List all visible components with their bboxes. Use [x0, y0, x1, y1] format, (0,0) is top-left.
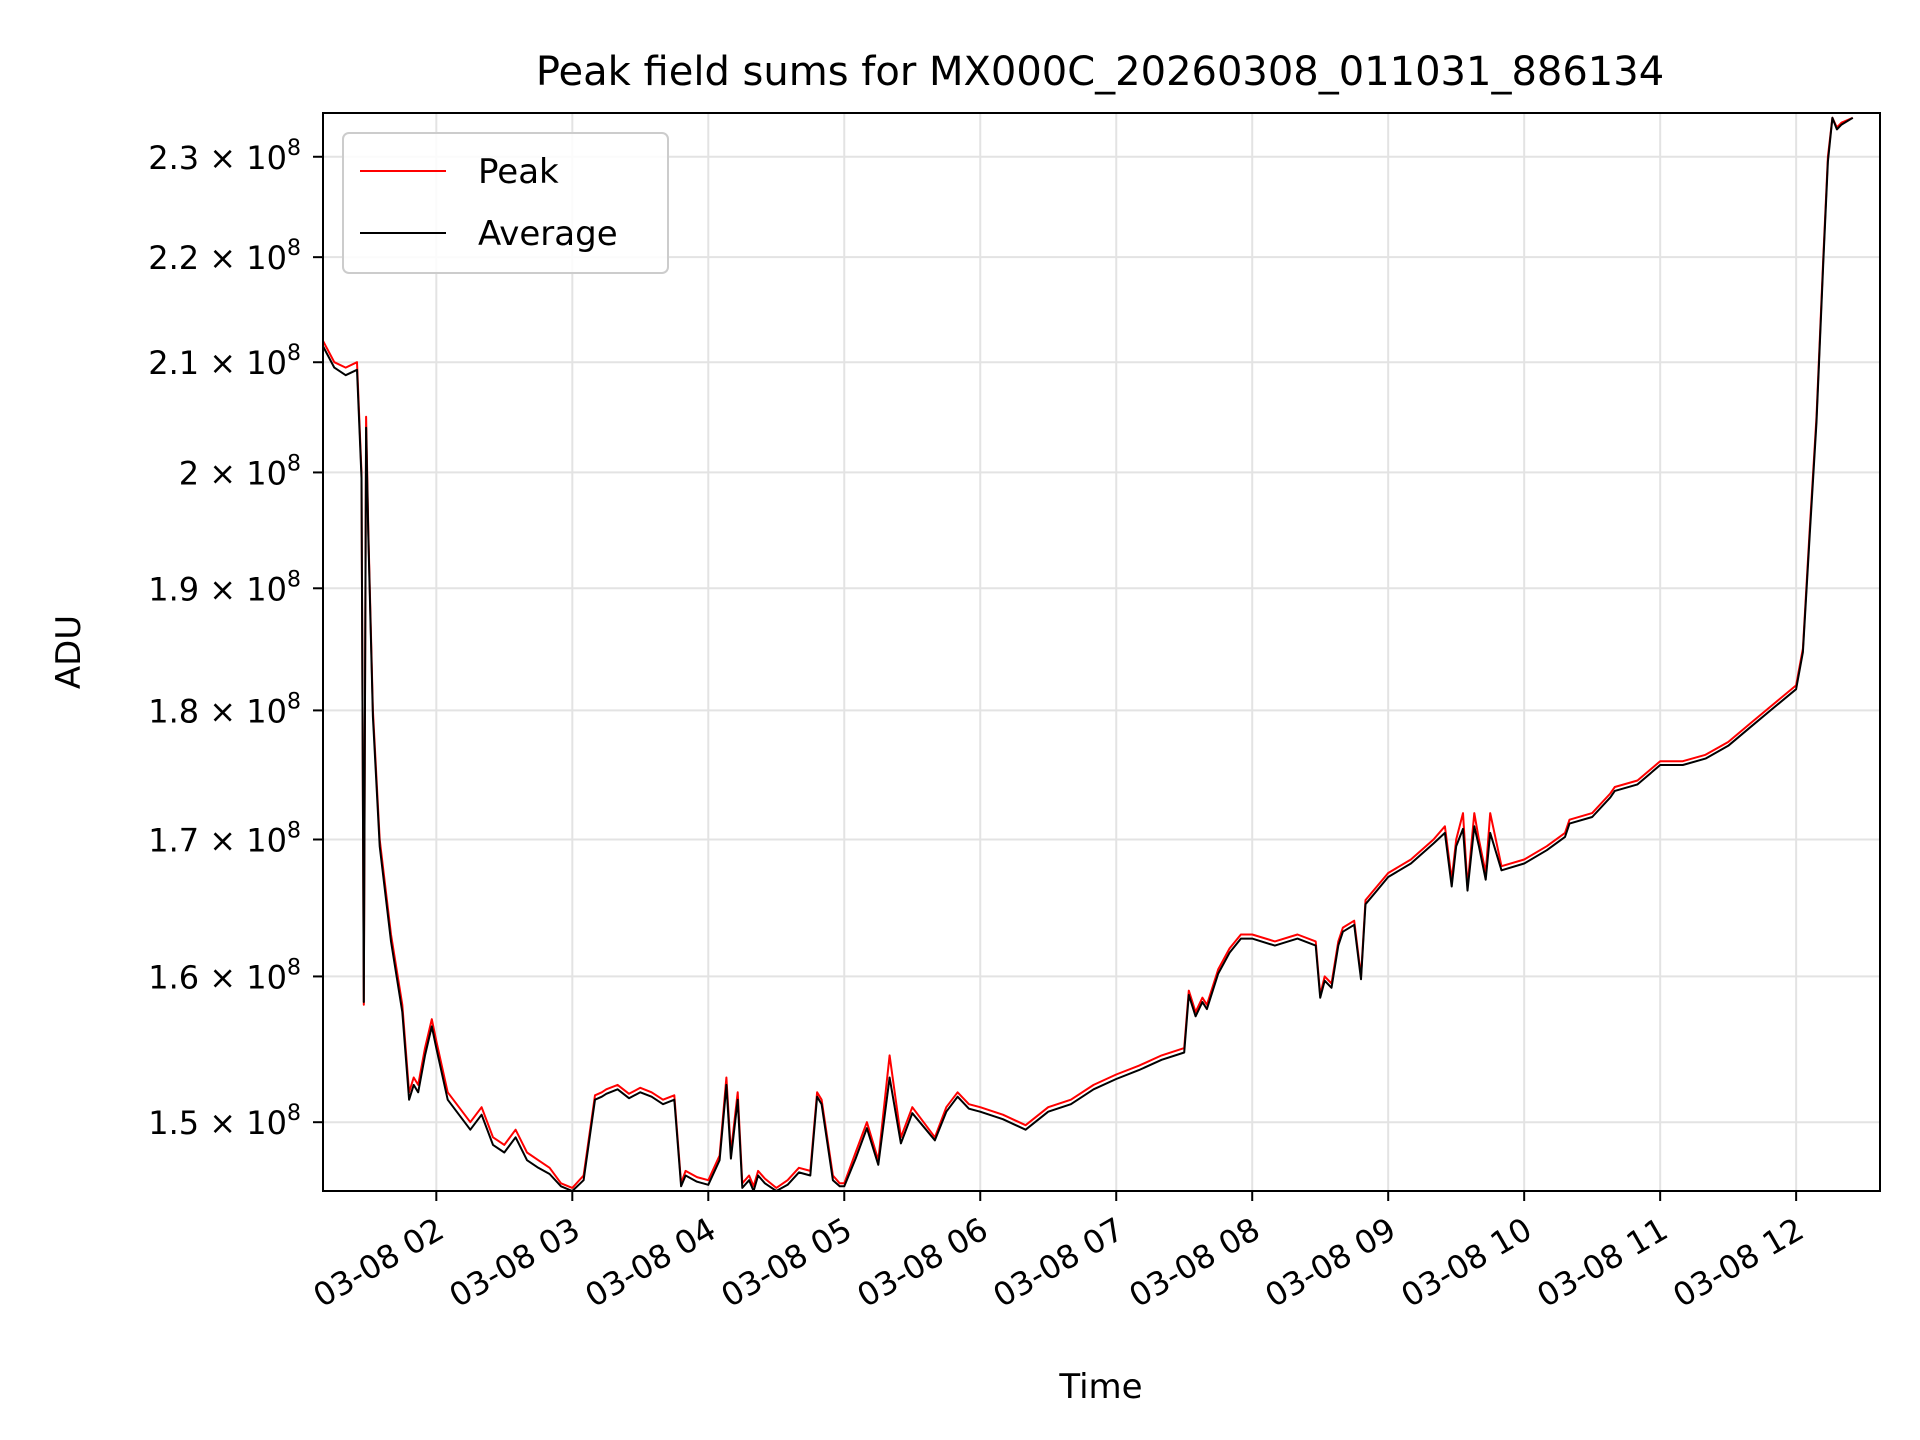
- chart-title: Peak field sums for MX000C_20260308_0110…: [536, 49, 1664, 95]
- y-tick-label: 2.2 × 108: [148, 236, 301, 277]
- legend-label-peak: Peak: [478, 152, 559, 192]
- series-line-average: [323, 116, 1854, 1191]
- grid-layer: [323, 113, 1880, 1191]
- y-tick-label: 2.3 × 108: [148, 136, 301, 177]
- legend-box: [342, 132, 669, 274]
- y-tick-label: 1.9 × 108: [148, 567, 301, 608]
- legend-label-average: Average: [478, 214, 618, 254]
- y-tick-label: 1.7 × 108: [148, 819, 301, 860]
- series-line-peak: [323, 116, 1854, 1189]
- y-axis: 1.5 × 108 1.6 × 108 1.7 × 108 1.8 × 108 1.9 …: [148, 136, 323, 1142]
- y-tick-label: 2 × 108: [179, 451, 301, 492]
- plot-frame: [322, 112, 1881, 1192]
- series-layer: [323, 116, 1854, 1191]
- y-tick-label: 1.5 × 108: [148, 1101, 301, 1142]
- x-axis-label: Time: [1058, 1367, 1142, 1407]
- y-tick-label: 2.1 × 108: [148, 341, 301, 382]
- legend: Peak Average: [342, 132, 669, 274]
- plot-area: [322, 112, 1881, 1192]
- y-tick-label: 1.6 × 108: [148, 955, 301, 996]
- y-tick-label: 1.8 × 108: [148, 689, 301, 730]
- y-axis-label: ADU: [49, 615, 89, 689]
